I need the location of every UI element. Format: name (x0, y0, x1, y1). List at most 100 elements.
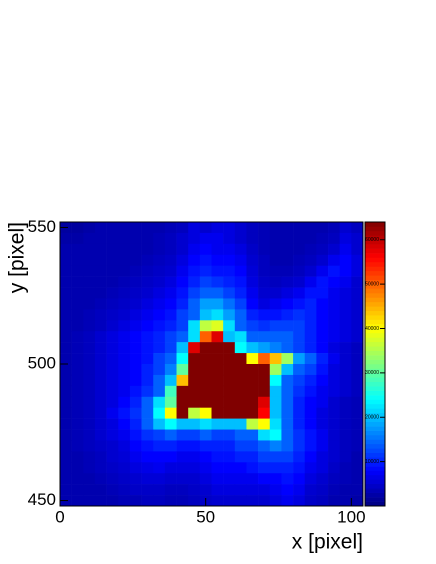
heatmap-cell (211, 298, 224, 310)
heatmap-cell (118, 484, 131, 496)
heatmap-cell (176, 222, 189, 234)
heatmap-cell (71, 353, 84, 365)
heatmap-cell (60, 232, 72, 245)
heatmap-cell (129, 254, 142, 266)
heatmap-cell (351, 265, 364, 277)
heatmap-cell (211, 364, 224, 376)
heatmap-cell (258, 451, 271, 463)
heatmap-cell (176, 254, 189, 266)
heatmap-cell (71, 385, 84, 398)
heatmap-cell (258, 320, 271, 332)
heatmap-cell (129, 342, 142, 354)
heatmap-cell (328, 309, 340, 321)
heatmap-cell (118, 320, 131, 332)
heatmap-cell (141, 331, 154, 343)
heatmap-cell (281, 320, 294, 332)
heatmap-cell (258, 429, 271, 441)
heatmap-cell (246, 418, 259, 430)
heatmap-cell (164, 243, 177, 256)
heatmap-cell (293, 243, 306, 256)
heatmap-cell (281, 451, 294, 463)
heatmap-cell (60, 342, 72, 354)
heatmap-cell (269, 298, 282, 310)
heatmap-cell (106, 374, 119, 387)
heatmap-cell (211, 265, 224, 277)
heatmap-cell (141, 222, 154, 234)
colorbar-swatch (365, 315, 385, 320)
heatmap-cell (106, 309, 119, 321)
heatmap-cell (328, 265, 340, 277)
heatmap-cell (153, 495, 166, 507)
heatmap-cell (164, 484, 177, 496)
heatmap-cell (316, 440, 329, 452)
colorbar-swatch (365, 430, 385, 436)
heatmap-cell (71, 495, 84, 507)
heatmap-cell (60, 407, 72, 419)
colorbar-swatch (365, 341, 385, 347)
heatmap-cell (316, 484, 329, 496)
heatmap-cell (339, 342, 352, 354)
heatmap-cell (223, 353, 236, 365)
colorbar-swatch (365, 470, 385, 476)
heatmap-cell (129, 484, 142, 496)
heatmap-cell (141, 254, 154, 266)
heatmap-cell (129, 429, 142, 441)
colorbar-swatch (365, 435, 385, 440)
heatmap-cell (106, 385, 119, 398)
heatmap-cell (211, 309, 224, 321)
heatmap-cell (258, 353, 271, 365)
heatmap-cell (304, 374, 317, 387)
heatmap-cell (316, 331, 329, 343)
colorbar-swatch (365, 332, 385, 338)
heatmap-cell (316, 385, 329, 398)
heatmap-cell (60, 429, 72, 441)
heatmap-cell (153, 451, 166, 463)
heatmap-cell (223, 429, 236, 441)
heatmap-cell (328, 429, 340, 441)
heatmap-cell (188, 243, 201, 256)
colorbar-swatch (365, 412, 385, 418)
heatmap-cell (269, 287, 282, 299)
heatmap-cell (118, 451, 131, 463)
heatmap-cell (339, 309, 352, 321)
heatmap-cell (71, 309, 84, 321)
heatmap-cell (258, 243, 271, 256)
heatmap-cell (153, 440, 166, 452)
heatmap-cell (129, 364, 142, 376)
heatmap-cell (304, 353, 317, 365)
heatmap-cell (71, 418, 84, 430)
heatmap-cell (269, 309, 282, 321)
heatmap-cell (269, 385, 282, 398)
heatmap-cell (223, 374, 236, 387)
heatmap-cell (106, 440, 119, 452)
heatmap-cell (199, 265, 212, 277)
heatmap-cell (281, 473, 294, 485)
heatmap-cell (71, 462, 84, 474)
heatmap-cell (188, 287, 201, 299)
heatmap-cell (211, 287, 224, 299)
heatmap-cell (281, 440, 294, 452)
heatmap-cell (141, 364, 154, 376)
heatmap-cell (281, 309, 294, 321)
heatmap-cell (94, 418, 107, 430)
heatmap-cell (118, 385, 131, 398)
heatmap-cell (176, 385, 189, 398)
heatmap-cell (281, 287, 294, 299)
heatmap-cell (94, 451, 107, 463)
colorbar-swatch (365, 253, 385, 258)
heatmap-cell (328, 287, 340, 299)
heatmap-cell (118, 298, 131, 310)
heatmap-cell (164, 276, 177, 288)
heatmap-cell (339, 462, 352, 474)
colorbar-swatch (365, 270, 385, 276)
heatmap-cell (129, 309, 142, 321)
heatmap-cell (351, 331, 364, 343)
heatmap-cell (351, 222, 364, 234)
colorbar-swatch (365, 439, 385, 445)
colorbar-swatch (365, 421, 385, 427)
heatmap-cell (60, 254, 72, 266)
heatmap-cell (118, 407, 131, 419)
heatmap-cell (269, 265, 282, 277)
heatmap-cell (141, 243, 154, 256)
heatmap-cell (293, 407, 306, 419)
